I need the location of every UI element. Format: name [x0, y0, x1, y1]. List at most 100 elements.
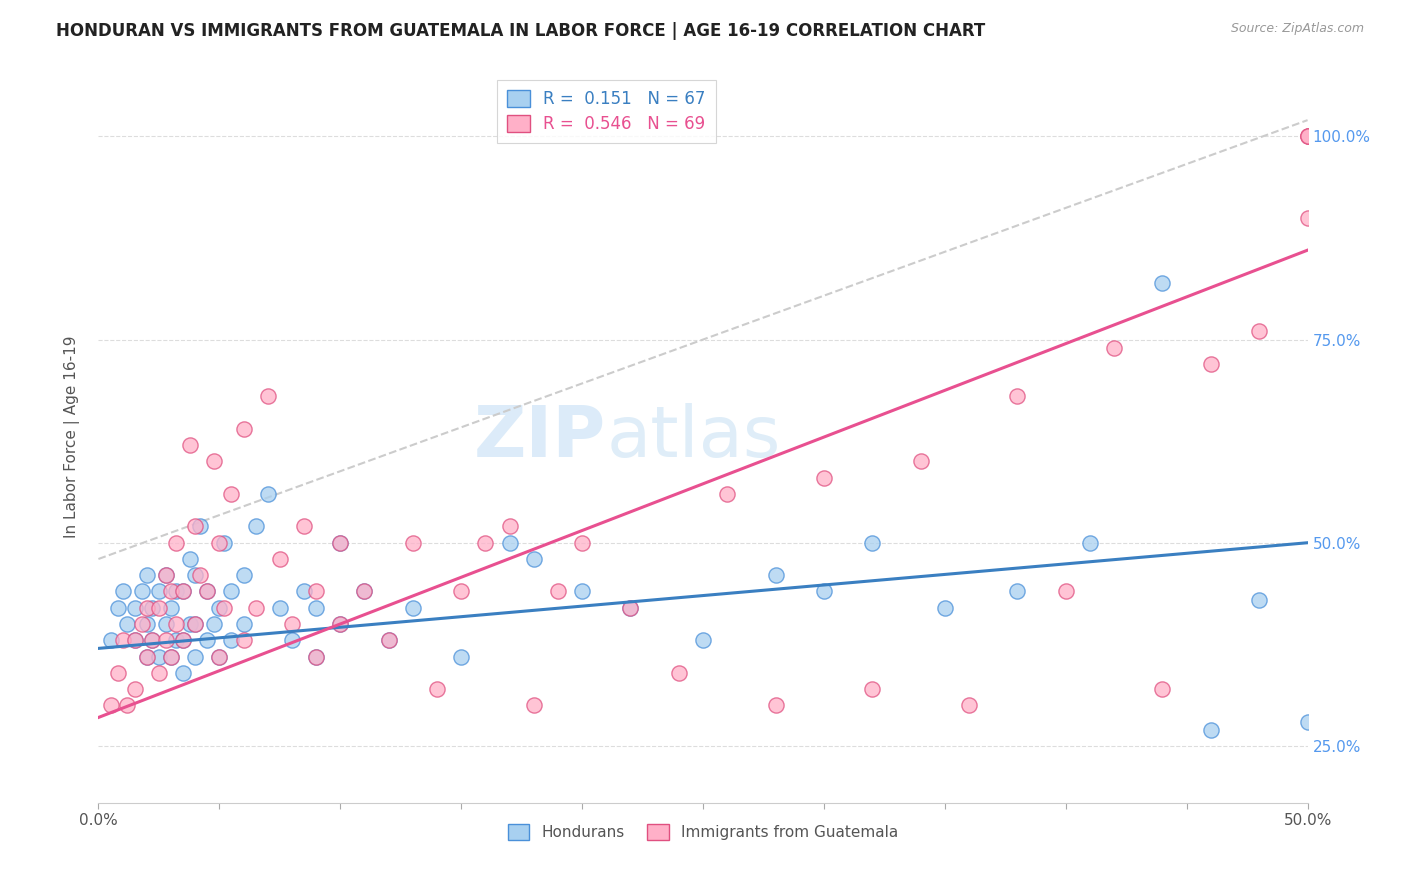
- Point: [305, 584, 328, 599]
- Point: [716, 487, 738, 501]
- Point: [172, 633, 194, 648]
- Point: [329, 617, 352, 632]
- Point: [135, 617, 157, 632]
- Text: Source: ZipAtlas.com: Source: ZipAtlas.com: [1230, 22, 1364, 36]
- Point: [692, 633, 714, 648]
- Point: [765, 568, 787, 582]
- Point: [245, 600, 267, 615]
- Point: [111, 584, 134, 599]
- Point: [1249, 325, 1271, 339]
- Point: [148, 649, 170, 664]
- Point: [523, 552, 546, 566]
- Point: [571, 535, 593, 549]
- Point: [377, 633, 399, 648]
- Point: [232, 422, 254, 436]
- Point: [619, 600, 641, 615]
- Point: [813, 471, 835, 485]
- Point: [165, 617, 187, 632]
- Point: [668, 665, 690, 680]
- Point: [155, 617, 177, 632]
- Point: [221, 584, 243, 599]
- Point: [165, 633, 187, 648]
- Point: [208, 600, 231, 615]
- Point: [135, 600, 157, 615]
- Point: [305, 649, 328, 664]
- Point: [172, 584, 194, 599]
- Point: [179, 552, 201, 566]
- Point: [329, 617, 352, 632]
- Point: [498, 535, 520, 549]
- Point: [1199, 723, 1222, 737]
- Point: [619, 600, 641, 615]
- Point: [353, 584, 375, 599]
- Point: [1102, 341, 1125, 355]
- Point: [124, 600, 146, 615]
- Point: [184, 519, 207, 533]
- Point: [155, 633, 177, 648]
- Point: [221, 633, 243, 648]
- Point: [141, 600, 163, 615]
- Point: [1296, 129, 1319, 144]
- Point: [256, 389, 278, 403]
- Point: [934, 600, 956, 615]
- Point: [450, 584, 472, 599]
- Point: [1152, 681, 1174, 696]
- Point: [179, 617, 201, 632]
- Point: [523, 698, 546, 713]
- Point: [184, 568, 207, 582]
- Point: [1078, 535, 1101, 549]
- Point: [204, 454, 226, 468]
- Point: [1199, 357, 1222, 371]
- Point: [172, 584, 194, 599]
- Point: [957, 698, 980, 713]
- Point: [148, 584, 170, 599]
- Point: [160, 584, 183, 599]
- Point: [860, 535, 883, 549]
- Point: [131, 617, 153, 632]
- Point: [160, 600, 183, 615]
- Point: [402, 600, 425, 615]
- Point: [141, 633, 163, 648]
- Point: [450, 649, 472, 664]
- Point: [498, 519, 520, 533]
- Point: [292, 584, 315, 599]
- Point: [141, 633, 163, 648]
- Point: [155, 568, 177, 582]
- Text: ZIP: ZIP: [474, 402, 606, 472]
- Point: [377, 633, 399, 648]
- Point: [1296, 129, 1319, 144]
- Point: [165, 535, 187, 549]
- Point: [165, 584, 187, 599]
- Point: [256, 487, 278, 501]
- Point: [184, 617, 207, 632]
- Point: [1007, 389, 1029, 403]
- Point: [160, 649, 183, 664]
- Point: [195, 633, 218, 648]
- Point: [204, 617, 226, 632]
- Point: [160, 649, 183, 664]
- Point: [571, 584, 593, 599]
- Point: [124, 633, 146, 648]
- Point: [910, 454, 932, 468]
- Point: [184, 617, 207, 632]
- Point: [245, 519, 267, 533]
- Point: [100, 633, 122, 648]
- Point: [117, 698, 139, 713]
- Point: [188, 568, 211, 582]
- Point: [212, 600, 235, 615]
- Point: [212, 535, 235, 549]
- Point: [329, 535, 352, 549]
- Point: [1249, 592, 1271, 607]
- Point: [195, 584, 218, 599]
- Point: [305, 600, 328, 615]
- Point: [305, 649, 328, 664]
- Point: [1054, 584, 1077, 599]
- Text: HONDURAN VS IMMIGRANTS FROM GUATEMALA IN LABOR FORCE | AGE 16-19 CORRELATION CHA: HONDURAN VS IMMIGRANTS FROM GUATEMALA IN…: [56, 22, 986, 40]
- Point: [135, 568, 157, 582]
- Point: [1152, 276, 1174, 290]
- Point: [179, 438, 201, 452]
- Point: [232, 633, 254, 648]
- Point: [353, 584, 375, 599]
- Point: [426, 681, 449, 696]
- Text: atlas: atlas: [606, 402, 780, 472]
